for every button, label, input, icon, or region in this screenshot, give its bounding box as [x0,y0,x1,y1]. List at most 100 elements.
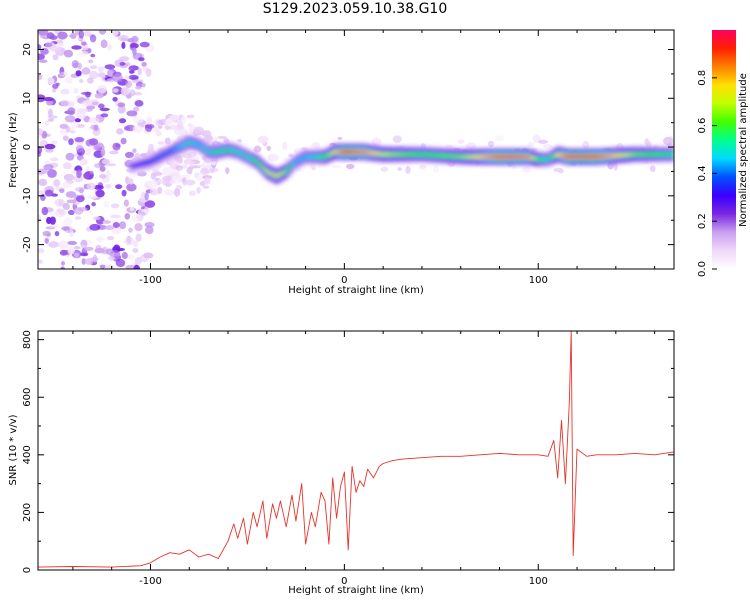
snr-xtick-label: 100 [529,576,548,587]
noise-blob [107,256,116,261]
ridge-core [226,147,229,152]
noise-blob [181,129,189,135]
noise-blob [96,236,104,243]
noise-blob [81,258,86,265]
noise-blob [73,175,84,183]
noise-blob [47,77,55,85]
noise-blob [128,67,134,71]
ridge-core [631,152,634,157]
ridge-core [294,160,297,165]
noise-blob [129,89,136,97]
ridge-core [243,152,246,158]
ridge-core [353,149,356,155]
noise-blob [59,123,69,129]
ridge-core [600,154,603,159]
ridge-core [208,149,211,155]
noise-blob [558,169,564,174]
ridge-core [277,173,281,178]
noise-blob [132,148,137,153]
ridge-core [138,162,141,167]
ridge-core [344,149,347,155]
ridge-core [301,156,304,161]
ridge-core [386,152,389,157]
ridge-core [582,154,585,159]
noise-blob [488,140,494,148]
ridge-core [373,151,376,156]
noise-blob [105,183,112,189]
snr-ytick-label: 0 [22,567,33,573]
noise-blob [55,209,66,218]
ridge-core [576,154,580,159]
ridge-core [542,157,545,162]
noise-blob [98,30,107,35]
noise-blob [38,30,49,36]
noise-blob [209,167,219,173]
noise-blob [155,130,162,137]
ridge-core [587,154,590,159]
noise-blob [132,124,144,133]
ridge-core [549,156,552,161]
noise-blob [80,158,88,166]
ridge-core [536,156,539,162]
noise-blob [107,236,115,241]
ridge-core [611,153,614,158]
ridge-core [443,153,446,158]
noise-blob [85,166,90,171]
noise-blob [457,139,465,144]
ridge-core [262,166,265,171]
ridge-core [657,152,660,157]
ridge-core [569,154,573,159]
ridge-core [547,156,550,162]
noise-blob [49,210,57,217]
ridge-core [137,162,140,167]
noise-blob [99,107,110,112]
ridge-core [374,151,377,156]
ridge-core [433,153,436,158]
ridge-core [284,169,288,174]
ridge-core [608,153,611,159]
noise-blob [162,167,173,176]
noise-blob [38,74,43,80]
noise-blob [91,101,99,106]
noise-blob [97,103,105,109]
ridge-core [545,157,548,162]
ridge-core [153,157,156,162]
noise-blob [93,124,99,131]
snr-ylabel: SNR (10 * v/v) [8,414,19,485]
ridge-core [259,162,262,167]
noise-blob [187,123,194,127]
noise-blob [73,252,80,258]
ridge-core [307,154,310,159]
noise-blob [132,79,139,83]
noise-blob [86,105,96,110]
ridge-core [507,154,510,159]
noise-blob [63,173,75,181]
noise-blob [65,152,75,161]
ridge-core [405,152,409,157]
noise-blob [129,206,135,212]
noise-blob [83,99,93,106]
ridge-core [334,149,338,155]
ridge-core [492,154,495,159]
spectrogram-xtick-label: 0 [341,275,347,286]
ridge-core [592,154,595,159]
ridge-core [220,148,224,154]
ridge-core [136,162,139,168]
ridge-core [179,144,182,150]
noise-blob [45,41,55,50]
noise-blob [38,178,48,187]
noise-blob [89,223,101,231]
noise-blob [45,149,54,153]
noise-blob [121,41,126,50]
noise-blob [522,166,532,173]
noise-blob [89,34,97,43]
noise-blob [44,143,56,150]
noise-blob [117,102,126,108]
noise-blob [87,195,99,199]
ridge-core [589,154,592,159]
noise-blob [57,31,68,40]
noise-blob [145,68,152,77]
ridge-core [281,171,284,176]
ridge-core [361,149,364,155]
ridge-core [560,153,563,158]
